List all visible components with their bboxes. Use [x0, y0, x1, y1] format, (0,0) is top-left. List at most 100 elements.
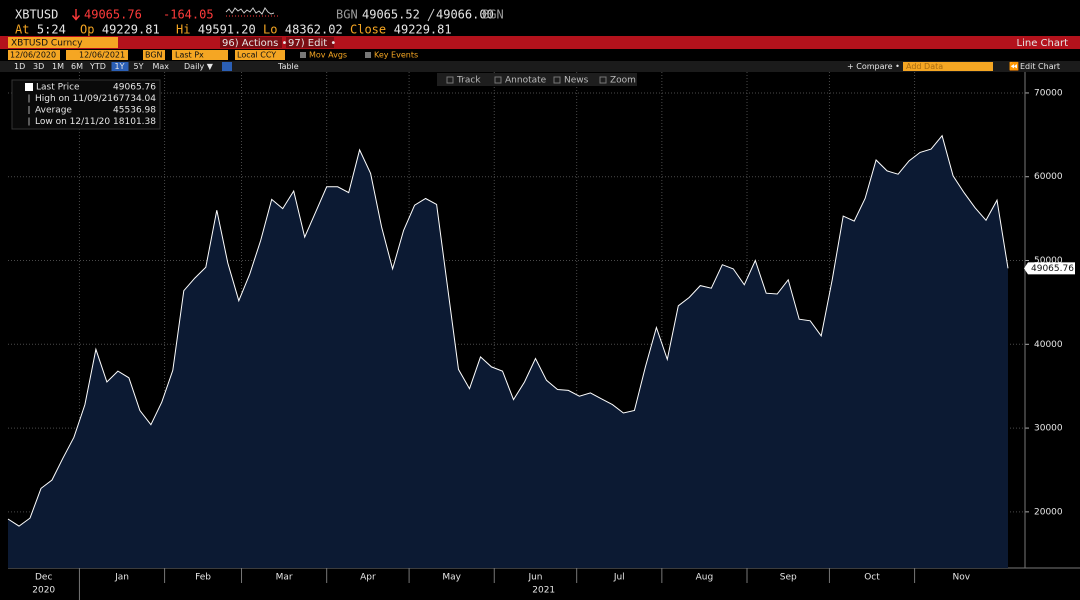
key-events[interactable]: Key Events: [374, 51, 418, 60]
add-data[interactable]: Add Data: [906, 62, 943, 71]
menu-bar: [0, 36, 1080, 49]
quote-label: At: [15, 23, 29, 37]
checkbox[interactable]: [365, 52, 371, 58]
periods: 1D 3D 1M 6M YTD 1Y 5Y Max: [14, 62, 169, 71]
currency[interactable]: Local CCY: [237, 51, 276, 60]
x-tick-label: Feb: [195, 573, 211, 583]
legend-label: Low on 12/11/20: [35, 117, 110, 127]
sparkline-icon: [225, 7, 275, 15]
tools-bar: [437, 73, 637, 86]
mov-avgs[interactable]: Mov Avgs: [309, 51, 347, 60]
area-fill: [8, 135, 1008, 568]
period-selected[interactable]: [111, 62, 129, 71]
net-change: -164.05: [163, 8, 214, 22]
x-tick-label: Jun: [527, 573, 542, 583]
x-tick-label: May: [442, 573, 461, 583]
edit-menu[interactable]: 97) Edit •: [288, 38, 336, 49]
legend-value: 67734.04: [113, 94, 156, 104]
checkbox[interactable]: [300, 52, 306, 58]
last-price-tag: [1028, 262, 1075, 275]
x-tick-label: Apr: [360, 573, 376, 583]
tool-icon[interactable]: [494, 76, 502, 84]
legend-label: Last Price: [36, 83, 80, 93]
start-date-box[interactable]: [8, 50, 60, 60]
last-price: 49065.76: [84, 8, 142, 22]
period-button[interactable]: YTD: [89, 62, 106, 71]
period-button[interactable]: 1Y: [115, 62, 125, 71]
period-bar: [0, 61, 1080, 72]
tool-icon[interactable]: [553, 76, 561, 84]
chart-type-icon[interactable]: [222, 62, 232, 71]
tool-button[interactable]: Annotate: [505, 76, 547, 86]
legend-value: 18101.38: [113, 117, 156, 127]
legend-swatch: [25, 83, 33, 91]
separator: [427, 8, 435, 22]
bid-source: BGN: [336, 8, 358, 22]
edit-button[interactable]: [286, 37, 334, 48]
field-box[interactable]: [172, 50, 228, 60]
field[interactable]: Last Px: [175, 51, 204, 60]
ticker: XBTUSD: [15, 8, 58, 22]
pricing-source[interactable]: BGN: [145, 51, 163, 60]
security-box[interactable]: [8, 37, 118, 48]
legend-label: High on 11/09/21: [35, 94, 113, 104]
x-tick-label: Jul: [613, 573, 625, 583]
quote-label: Close: [350, 23, 386, 37]
quote-label: Hi: [176, 23, 190, 37]
y-tick-label: 50000: [1034, 256, 1063, 266]
y-tick-label: 60000: [1034, 172, 1063, 182]
tool-button[interactable]: Zoom: [610, 76, 636, 86]
quote-value: 49591.20: [198, 23, 256, 37]
frequency[interactable]: Daily ▼: [184, 62, 214, 71]
ask-source: BGN: [482, 8, 504, 22]
quote-value: 49229.81: [394, 23, 452, 37]
period-button[interactable]: 5Y: [134, 62, 144, 71]
end-date-box[interactable]: [66, 50, 128, 60]
tool-icon[interactable]: [446, 76, 454, 84]
source-box[interactable]: [143, 50, 165, 60]
table-button[interactable]: Table: [277, 62, 299, 71]
legend-label: Average: [35, 106, 72, 116]
period-button[interactable]: 1M: [52, 62, 64, 71]
security[interactable]: XBTUSD Curncy: [11, 39, 83, 49]
x-tick-label: Aug: [696, 573, 714, 583]
add-data-box[interactable]: [903, 62, 993, 71]
actions-button[interactable]: [220, 37, 282, 48]
tool-button[interactable]: News: [564, 76, 589, 86]
collapse-icon[interactable]: ⏪: [1009, 61, 1019, 71]
period-button[interactable]: 1D: [14, 62, 25, 71]
quote-label: Op: [80, 23, 94, 37]
plot: 20000 30000 40000 50000 60000 70000 Dec Jan Feb M…: [7, 72, 1080, 600]
quote-label: Lo: [263, 23, 277, 37]
quote-value: 48362.02: [285, 23, 343, 37]
edit-chart[interactable]: Edit Chart: [1020, 62, 1060, 71]
end-date[interactable]: 12/06/2021: [79, 51, 125, 60]
x-tick-label: Sep: [780, 573, 797, 583]
currency-box[interactable]: [235, 50, 285, 60]
period-button[interactable]: 6M: [71, 62, 83, 71]
legend-box: [11, 79, 161, 130]
quote-value: 49229.81: [102, 23, 160, 37]
x-tick-label: Mar: [276, 573, 293, 583]
compare-button[interactable]: + Compare •: [847, 62, 900, 71]
quote-line: At 5:24 Op 49229.81 Hi 49591.20 Lo 48362.02 Clos…: [15, 23, 452, 37]
tool-button[interactable]: Track: [456, 76, 481, 86]
price-line: [7, 134, 1009, 527]
x-tick-label: Oct: [864, 573, 880, 583]
y-tick-label: 40000: [1034, 340, 1063, 350]
year-label: 2020: [32, 586, 55, 596]
x-tick-label: Dec: [35, 573, 52, 583]
year-label: 2021: [532, 586, 555, 596]
period-button[interactable]: Max: [153, 62, 170, 71]
y-tick-label: 30000: [1034, 424, 1063, 434]
y-tick-label: 70000: [1034, 88, 1063, 98]
last-price-label: 49065.76: [1031, 264, 1074, 274]
start-date[interactable]: 12/06/2020: [10, 51, 56, 60]
tool-icon[interactable]: [599, 76, 607, 84]
period-button[interactable]: 3D: [33, 62, 44, 71]
actions-menu[interactable]: 96) Actions •: [222, 38, 287, 49]
legend-value: 49065.76: [113, 83, 156, 93]
view-title: Line Chart: [1017, 38, 1069, 49]
